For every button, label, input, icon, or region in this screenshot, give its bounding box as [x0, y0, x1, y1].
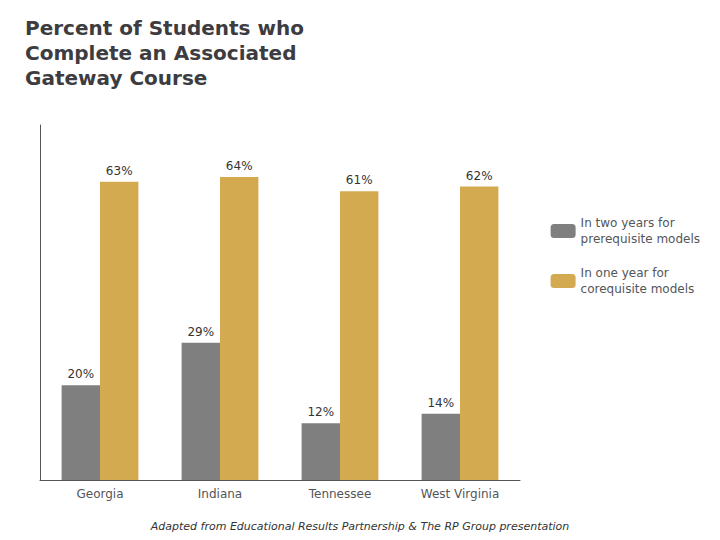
svg-text:62%: 62% — [466, 169, 493, 183]
svg-text:61%: 61% — [346, 173, 373, 187]
svg-text:Percent of Students who: Percent of Students who — [25, 16, 304, 40]
svg-text:West Virginia: West Virginia — [421, 487, 500, 501]
svg-text:12%: 12% — [307, 405, 334, 419]
svg-text:29%: 29% — [187, 325, 214, 339]
svg-text:prerequisite models: prerequisite models — [581, 232, 700, 246]
svg-text:14%: 14% — [427, 396, 454, 410]
svg-text:Complete an Associated: Complete an Associated — [25, 41, 296, 65]
svg-text:64%: 64% — [226, 159, 253, 173]
svg-text:Tennessee: Tennessee — [308, 487, 372, 501]
svg-text:Indiana: Indiana — [198, 487, 242, 501]
svg-text:In one year for: In one year for — [581, 266, 669, 280]
svg-text:Adapted from Educational Resul: Adapted from Educational Results Partner… — [150, 520, 570, 533]
svg-text:In two years for: In two years for — [581, 216, 675, 230]
svg-text:20%: 20% — [67, 367, 94, 381]
svg-text:63%: 63% — [106, 164, 133, 178]
svg-text:corequisite models: corequisite models — [581, 282, 695, 296]
svg-text:Gateway Course: Gateway Course — [25, 66, 207, 90]
svg-text:Georgia: Georgia — [76, 487, 123, 501]
